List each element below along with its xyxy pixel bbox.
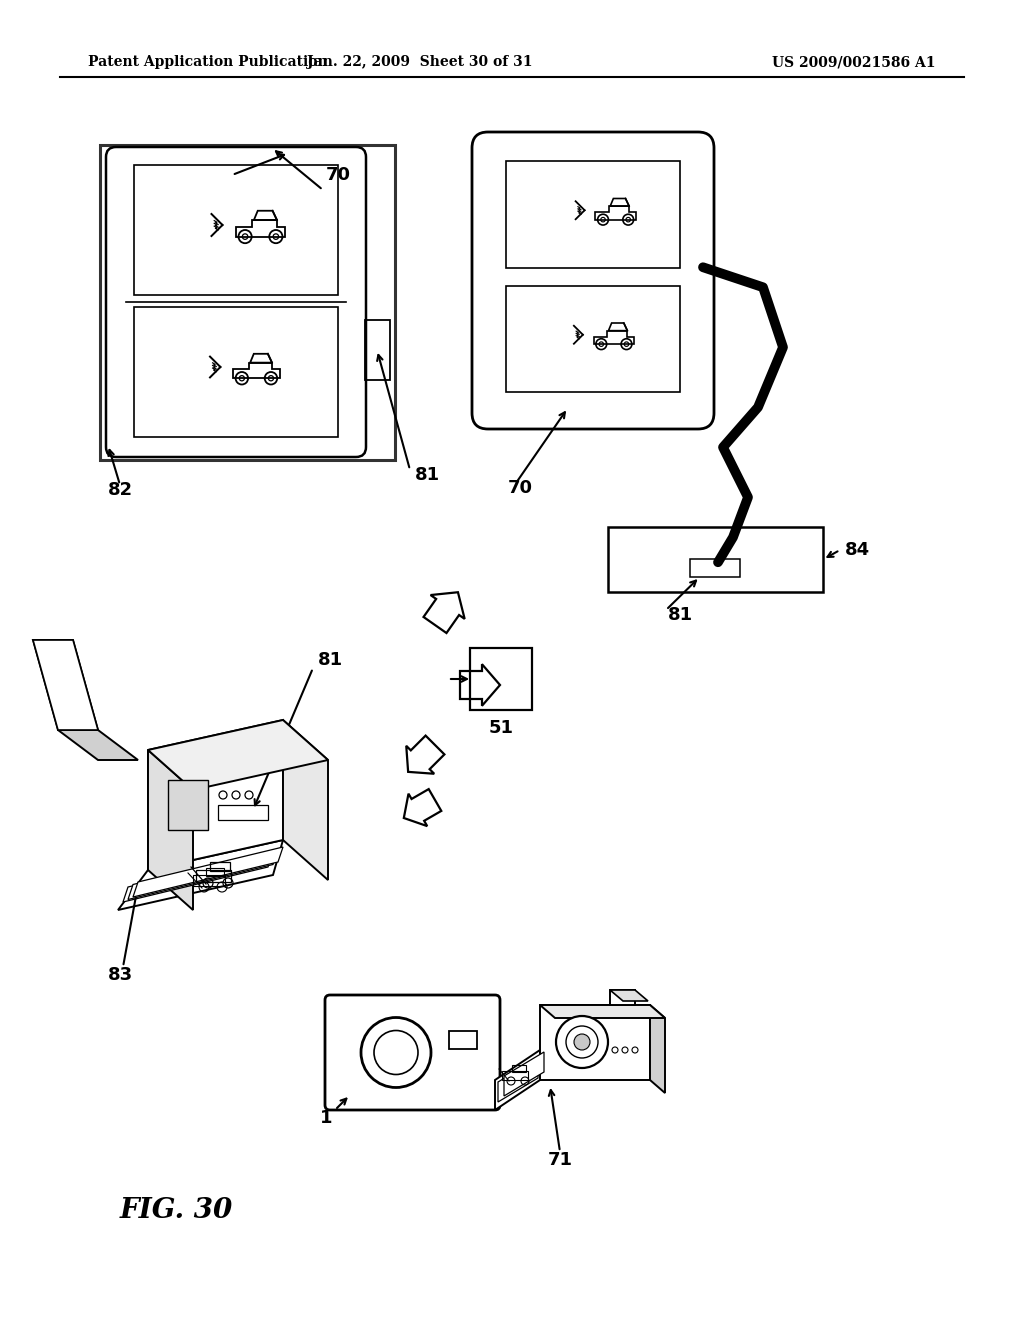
Bar (610, 990, 635, 1005)
Bar (506, 161, 680, 268)
Bar (506, 285, 680, 392)
Polygon shape (148, 719, 283, 870)
Polygon shape (283, 719, 328, 880)
FancyBboxPatch shape (325, 995, 500, 1110)
Bar (690, 558, 739, 577)
Text: 82: 82 (108, 480, 133, 499)
Text: 71: 71 (548, 1151, 573, 1170)
Text: Jan. 22, 2009  Sheet 30 of 31: Jan. 22, 2009 Sheet 30 of 31 (307, 55, 532, 69)
Text: 81: 81 (415, 466, 440, 484)
Polygon shape (148, 750, 193, 909)
Polygon shape (650, 1005, 665, 1093)
Text: US 2009/0021586 A1: US 2009/0021586 A1 (772, 55, 936, 69)
Polygon shape (128, 850, 278, 899)
Polygon shape (58, 730, 138, 760)
Polygon shape (540, 1005, 650, 1080)
Text: Patent Application Publication: Patent Application Publication (88, 55, 328, 69)
Polygon shape (118, 840, 283, 909)
Bar (608, 527, 823, 591)
Bar (449, 1031, 477, 1048)
Bar (365, 319, 390, 380)
Text: 83: 83 (108, 966, 133, 983)
Bar (134, 165, 338, 294)
Bar (193, 875, 225, 886)
Polygon shape (133, 847, 283, 898)
Circle shape (574, 1034, 590, 1049)
Bar (502, 1071, 528, 1080)
Bar (218, 805, 268, 820)
Text: 84: 84 (845, 541, 870, 558)
Text: 1: 1 (319, 1109, 333, 1127)
Bar (100, 145, 395, 459)
Bar (168, 780, 208, 830)
Bar (196, 870, 231, 882)
Text: 70: 70 (326, 166, 351, 183)
Text: 81: 81 (318, 651, 343, 669)
Text: 70: 70 (508, 479, 534, 498)
Polygon shape (148, 719, 328, 789)
Polygon shape (123, 851, 273, 902)
Bar (470, 648, 532, 710)
Polygon shape (33, 640, 98, 730)
Polygon shape (33, 640, 98, 730)
Text: 51: 51 (488, 719, 513, 737)
Polygon shape (495, 1049, 540, 1110)
Polygon shape (498, 1059, 538, 1102)
Polygon shape (504, 1052, 544, 1096)
Bar (134, 308, 338, 437)
Polygon shape (540, 1005, 665, 1018)
Text: 81: 81 (668, 606, 693, 624)
Polygon shape (610, 990, 648, 1001)
Circle shape (556, 1016, 608, 1068)
Circle shape (361, 1018, 431, 1088)
Text: FIG. 30: FIG. 30 (120, 1196, 233, 1224)
